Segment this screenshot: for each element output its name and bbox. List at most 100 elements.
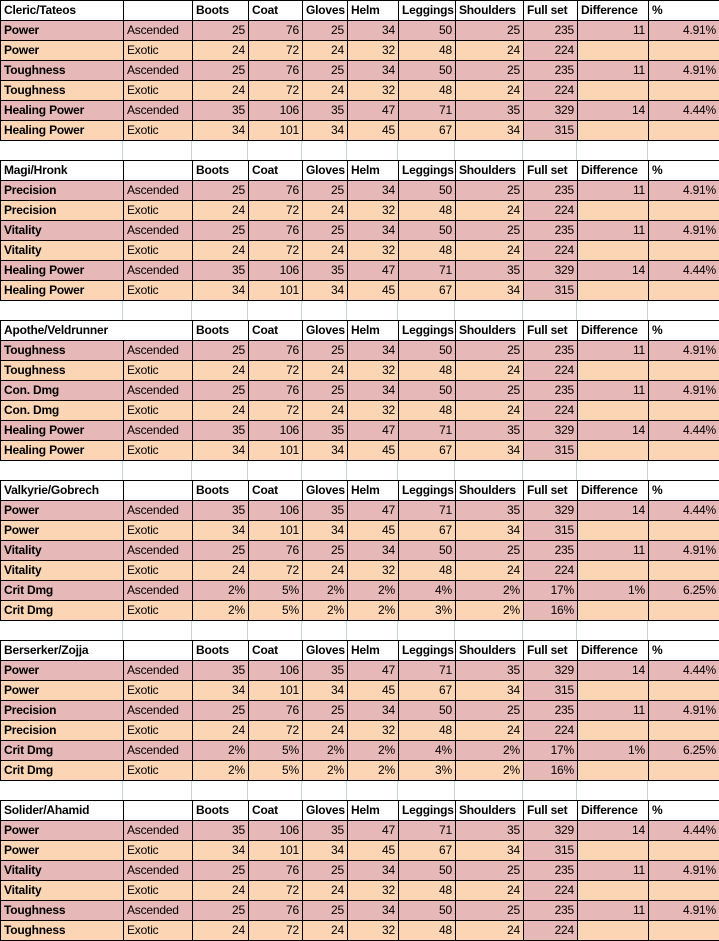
stat-name-cell[interactable]: Power	[0, 520, 124, 541]
empty-sheet-cell[interactable]	[577, 141, 648, 160]
value-cell[interactable]: 34	[455, 120, 524, 141]
value-cell[interactable]: 35	[302, 820, 348, 841]
fullset-value-cell[interactable]: 224	[523, 400, 579, 421]
value-cell[interactable]: 76	[248, 340, 304, 361]
empty-sheet-cell[interactable]	[455, 621, 523, 640]
value-cell[interactable]: 45	[347, 680, 399, 701]
value-cell[interactable]: 76	[248, 180, 303, 201]
column-header-cell[interactable]: Gloves	[302, 320, 349, 341]
value-cell[interactable]: 2%	[302, 600, 348, 621]
table-title-cell[interactable]: Magi/Hronk	[0, 160, 124, 181]
fullset-value-cell[interactable]: 329	[523, 500, 578, 521]
value-cell[interactable]: 48	[398, 80, 456, 101]
blank-header-cell[interactable]	[123, 800, 193, 821]
value-cell[interactable]: 34	[302, 280, 348, 301]
column-header-cell[interactable]: Difference	[577, 480, 649, 501]
quality-cell[interactable]: Exotic	[123, 840, 193, 861]
difference-value-cell[interactable]	[577, 560, 649, 581]
column-header-cell[interactable]: Coat	[248, 160, 303, 181]
stat-name-cell[interactable]: Healing Power	[0, 440, 124, 461]
empty-sheet-cell[interactable]	[455, 781, 523, 800]
difference-value-cell[interactable]: 14	[577, 100, 649, 121]
quality-cell[interactable]: Exotic	[123, 920, 193, 941]
empty-sheet-cell[interactable]	[398, 621, 455, 640]
column-header-cell[interactable]: Coat	[248, 320, 304, 341]
stat-name-cell[interactable]: Healing Power	[0, 100, 124, 121]
column-header-cell[interactable]: %	[648, 0, 719, 21]
value-cell[interactable]: 76	[248, 700, 303, 721]
percent-value-cell[interactable]	[648, 280, 719, 301]
value-cell[interactable]: 35	[455, 820, 524, 841]
value-cell[interactable]: 24	[192, 920, 249, 941]
value-cell[interactable]: 48	[398, 200, 456, 221]
value-cell[interactable]: 2%	[347, 740, 399, 761]
value-cell[interactable]: 25	[302, 860, 348, 881]
value-cell[interactable]: 67	[398, 520, 456, 541]
empty-sheet-cell[interactable]	[0, 781, 123, 800]
column-header-cell[interactable]: Boots	[192, 480, 249, 501]
value-cell[interactable]: 24	[302, 880, 348, 901]
value-cell[interactable]: 34	[192, 680, 249, 701]
value-cell[interactable]: 101	[248, 680, 303, 701]
difference-value-cell[interactable]	[577, 80, 649, 101]
empty-sheet-cell[interactable]	[347, 621, 398, 640]
value-cell[interactable]: 32	[347, 920, 399, 941]
empty-sheet-cell[interactable]	[398, 141, 455, 160]
column-header-cell[interactable]: Shoulders	[455, 160, 524, 181]
percent-value-cell[interactable]: 4.44%	[648, 820, 719, 841]
column-header-cell[interactable]: Full set	[523, 480, 578, 501]
fullset-value-cell[interactable]: 329	[523, 100, 578, 121]
value-cell[interactable]: 25	[455, 20, 524, 41]
percent-value-cell[interactable]	[648, 840, 719, 861]
empty-sheet-cell[interactable]	[648, 301, 719, 320]
difference-value-cell[interactable]: 11	[577, 700, 649, 721]
value-cell[interactable]: 24	[455, 80, 524, 101]
value-cell[interactable]: 34	[192, 120, 249, 141]
quality-cell[interactable]: Exotic	[122, 400, 194, 421]
value-cell[interactable]: 32	[347, 400, 400, 421]
percent-value-cell[interactable]: 4.91%	[648, 900, 719, 921]
quality-cell[interactable]: Ascended	[123, 860, 193, 881]
percent-value-cell[interactable]: 4.91%	[648, 220, 719, 241]
fullset-value-cell[interactable]: 315	[523, 520, 578, 541]
percent-value-cell[interactable]: 4.44%	[648, 660, 719, 681]
fullset-value-cell[interactable]: 235	[523, 860, 578, 881]
percent-value-cell[interactable]: 4.91%	[648, 860, 719, 881]
value-cell[interactable]: 47	[347, 420, 400, 441]
fullset-value-cell[interactable]: 235	[523, 900, 578, 921]
value-cell[interactable]: 34	[455, 280, 524, 301]
value-cell[interactable]: 34	[455, 840, 524, 861]
stat-name-cell[interactable]: Crit Dmg	[0, 600, 124, 621]
difference-value-cell[interactable]	[577, 520, 649, 541]
difference-value-cell[interactable]: 14	[577, 660, 649, 681]
difference-value-cell[interactable]	[577, 400, 650, 421]
value-cell[interactable]: 24	[302, 200, 348, 221]
column-header-cell[interactable]: Full set	[523, 800, 578, 821]
quality-cell[interactable]: Ascended	[123, 740, 193, 761]
value-cell[interactable]: 34	[347, 20, 399, 41]
value-cell[interactable]: 72	[248, 40, 303, 61]
value-cell[interactable]: 35	[192, 500, 249, 521]
value-cell[interactable]: 25	[455, 380, 525, 401]
difference-value-cell[interactable]	[577, 840, 649, 861]
table-title-cell[interactable]: Apothe/Veldrunner	[0, 320, 194, 341]
value-cell[interactable]: 48	[398, 560, 456, 581]
value-cell[interactable]: 24	[455, 360, 525, 381]
value-cell[interactable]: 25	[455, 900, 524, 921]
percent-value-cell[interactable]	[648, 560, 719, 581]
value-cell[interactable]: 34	[192, 520, 249, 541]
empty-sheet-cell[interactable]	[123, 461, 192, 480]
percent-value-cell[interactable]: 4.44%	[648, 100, 719, 121]
value-cell[interactable]: 76	[248, 860, 303, 881]
column-header-cell[interactable]: %	[648, 320, 719, 341]
percent-value-cell[interactable]: 4.91%	[648, 180, 719, 201]
column-header-cell[interactable]: Shoulders	[455, 320, 525, 341]
column-header-cell[interactable]: Leggings	[398, 480, 456, 501]
percent-value-cell[interactable]: 4.44%	[648, 500, 719, 521]
value-cell[interactable]: 35	[302, 660, 348, 681]
value-cell[interactable]: 34	[455, 680, 524, 701]
table-title-cell[interactable]: Solider/Ahamid	[0, 800, 124, 821]
fullset-value-cell[interactable]: 224	[523, 560, 578, 581]
column-header-cell[interactable]: Leggings	[398, 320, 457, 341]
value-cell[interactable]: 48	[398, 360, 457, 381]
